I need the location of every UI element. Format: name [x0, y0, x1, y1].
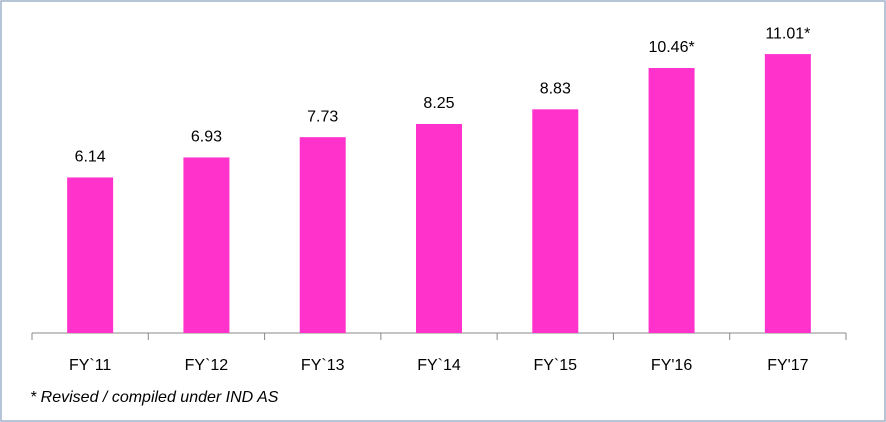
x-tick-label: FY`12 — [185, 357, 229, 374]
x-tick-label: FY`15 — [533, 357, 577, 374]
value-label: 6.14 — [75, 149, 106, 166]
bar — [67, 177, 114, 333]
value-label: 6.93 — [191, 129, 222, 146]
bar — [648, 68, 695, 333]
value-label: 7.73 — [307, 108, 338, 125]
value-label: 8.25 — [423, 95, 454, 112]
x-tick-label: FY'17 — [767, 357, 808, 374]
x-tick-label: FY`11 — [69, 357, 111, 374]
x-tick-label: FY`13 — [301, 357, 345, 374]
value-label: 11.01* — [765, 25, 810, 42]
bar — [416, 124, 462, 333]
bar — [532, 109, 579, 333]
value-label: 8.83 — [540, 81, 571, 98]
bar — [299, 137, 346, 333]
value-label: 10.46* — [648, 39, 694, 56]
bar — [183, 157, 230, 333]
footnote: * Revised / compiled under IND AS — [30, 389, 279, 406]
x-tick-label: FY'16 — [651, 357, 692, 374]
x-tick-label: FY`14 — [417, 357, 461, 374]
bar — [764, 54, 811, 334]
